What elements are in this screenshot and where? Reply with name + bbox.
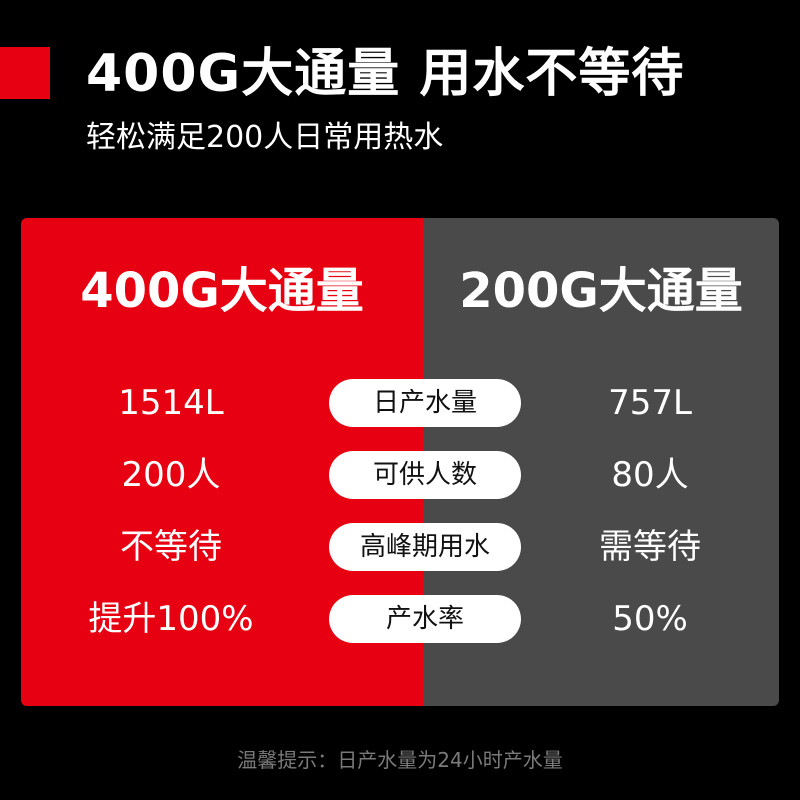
accent-bar [0, 47, 50, 99]
row-peak-usage-400g: 不等待 [120, 527, 222, 567]
row-daily-output-200g: 757L [608, 383, 692, 423]
row-label-daily-output: 日产水量 [329, 379, 521, 427]
page-title: 400G大通量 用水不等待 [86, 44, 685, 104]
row-output-rate-400g: 提升100% [88, 599, 254, 639]
column-title-200g: 200G大通量 [459, 263, 743, 319]
row-peak-usage-200g: 需等待 [599, 527, 701, 567]
column-title-400g: 400G大通量 [80, 263, 364, 319]
row-label-peak-usage: 高峰期用水 [329, 523, 521, 571]
row-people-served-400g: 200人 [121, 455, 221, 495]
row-daily-output-400g: 1514L [118, 383, 224, 423]
row-people-served-200g: 80人 [611, 455, 689, 495]
row-output-rate-200g: 50% [612, 599, 688, 639]
row-label-output-rate: 产水率 [329, 595, 521, 643]
page-subtitle: 轻松满足200人日常用热水 [86, 120, 444, 155]
row-label-people-served: 可供人数 [329, 451, 521, 499]
footnote: 温馨提示：日产水量为24小时产水量 [237, 748, 563, 772]
